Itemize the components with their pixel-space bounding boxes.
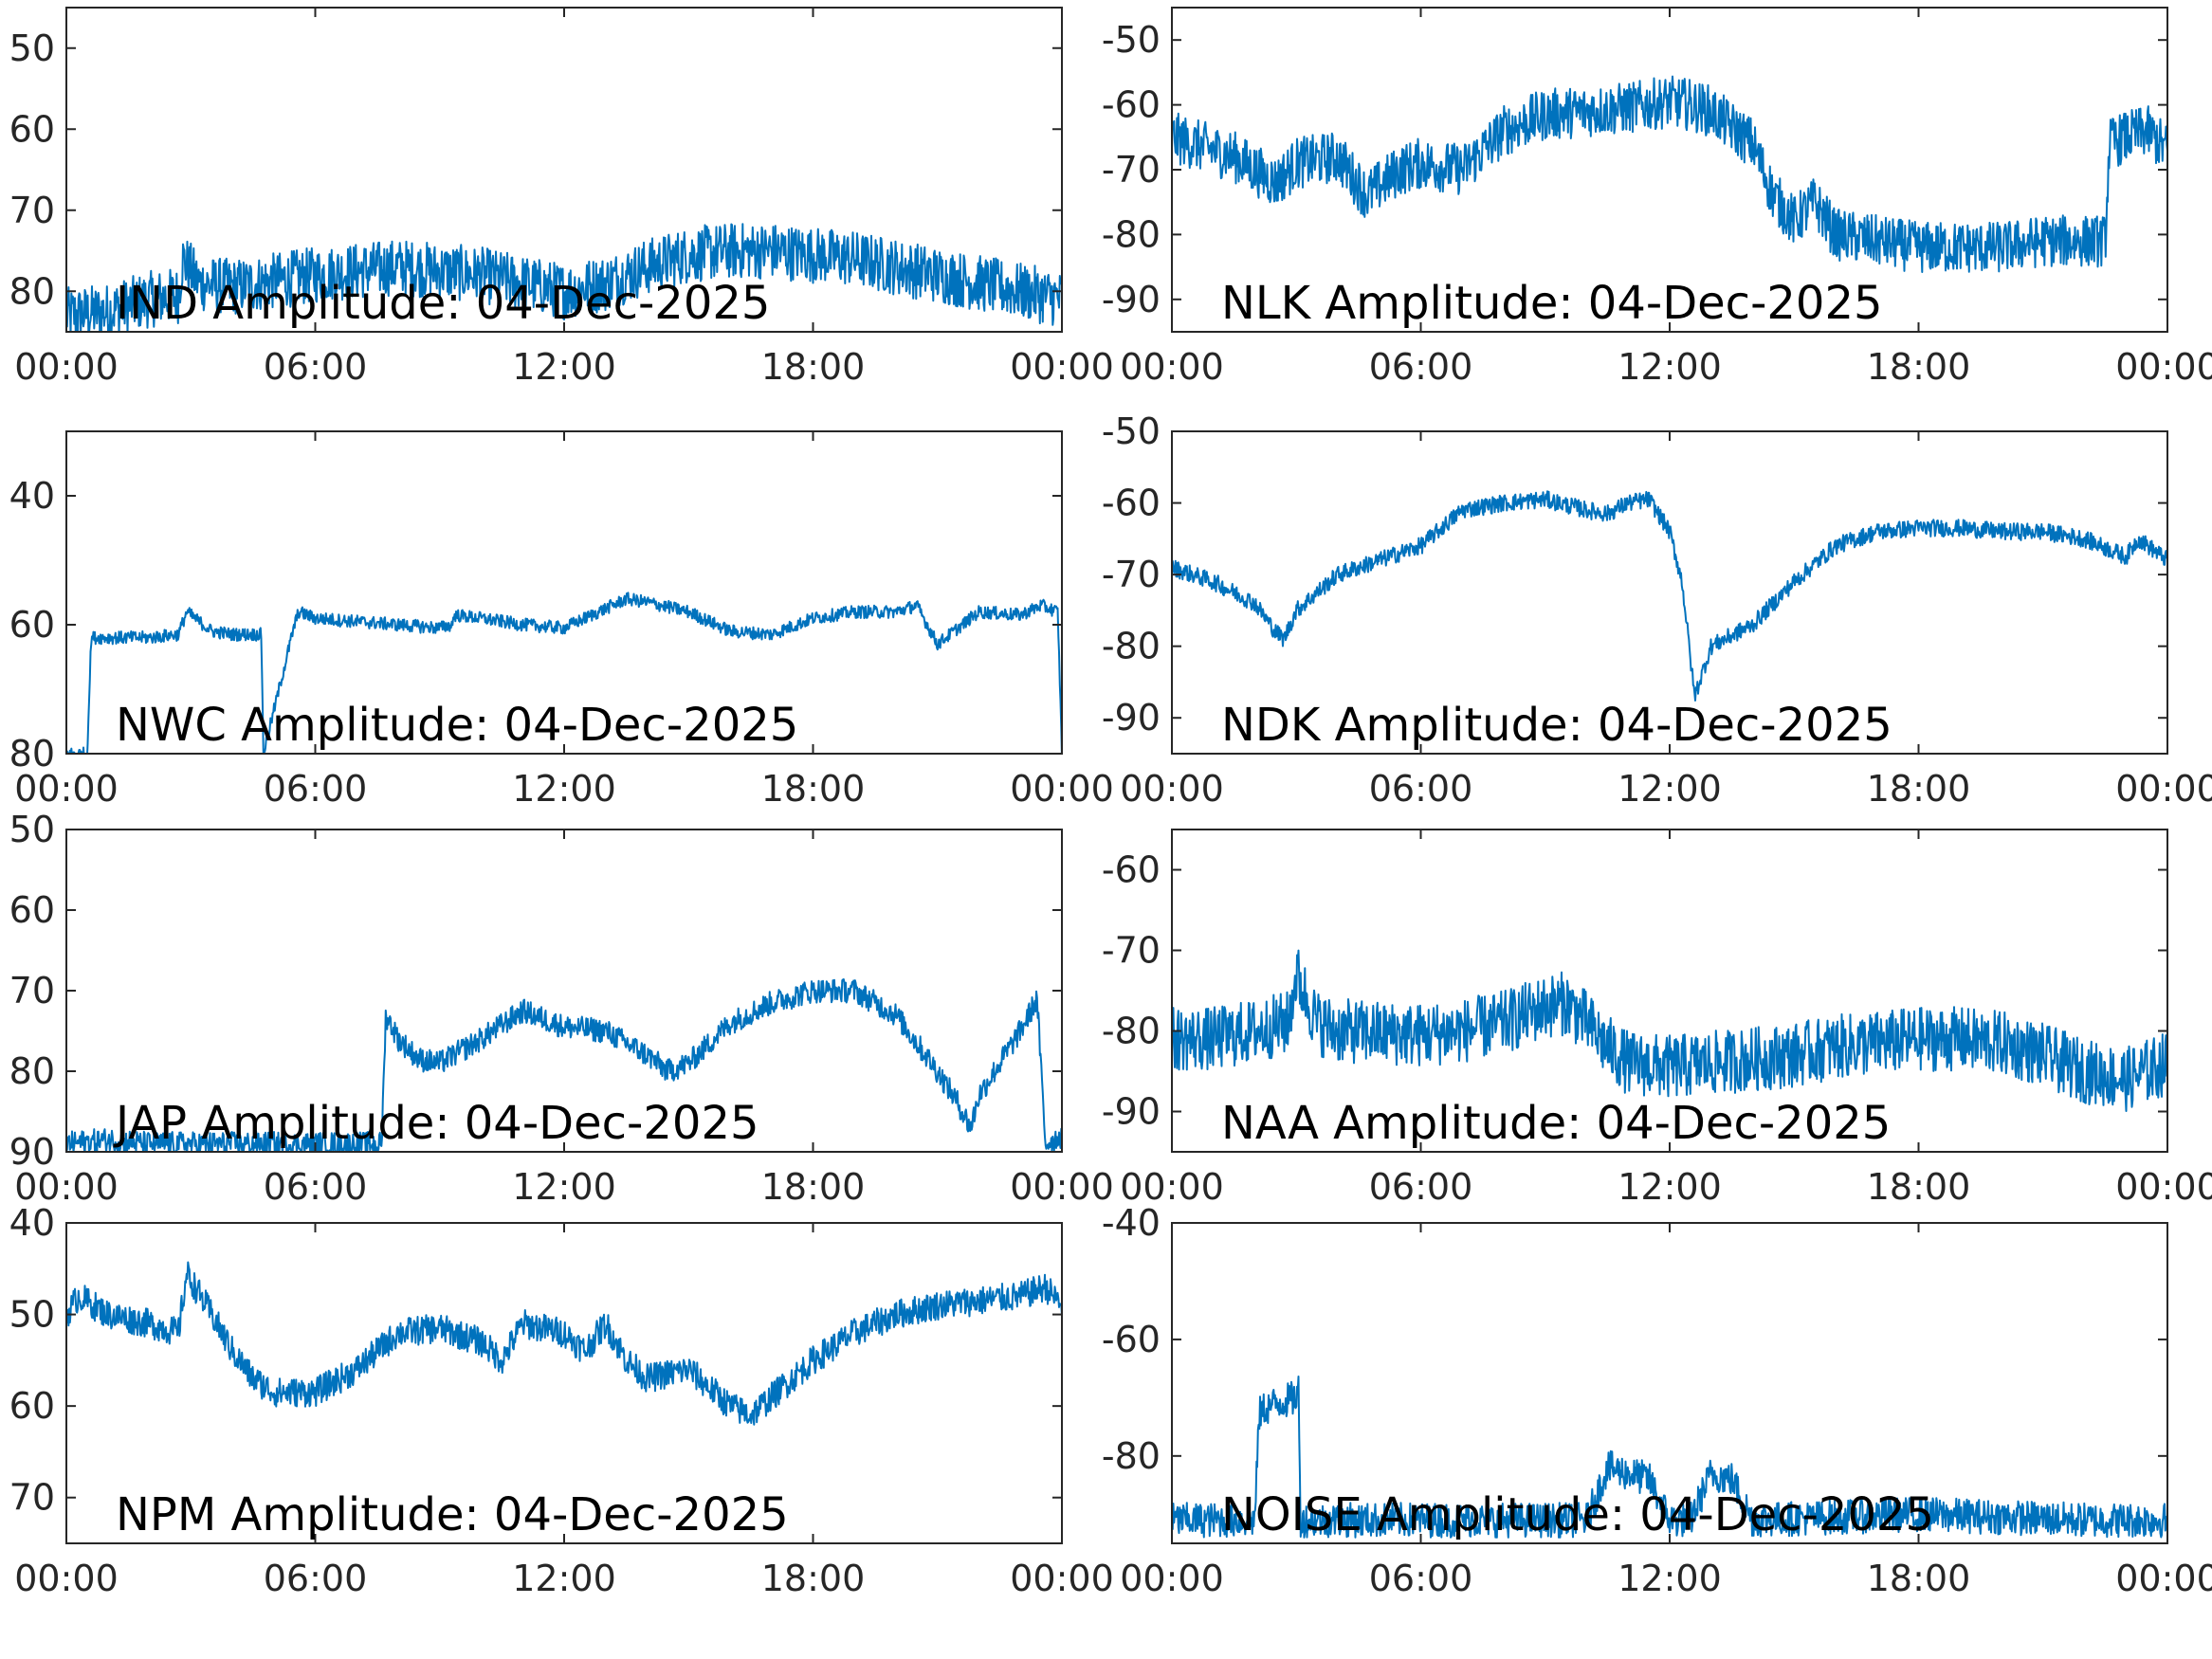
y-tick-label: 50 [9, 809, 55, 850]
series-line-jap [66, 978, 1062, 1152]
y-tick-label: 80 [9, 270, 55, 312]
x-tick-label: 00:00 [14, 768, 119, 810]
y-tick-label: 90 [9, 1131, 55, 1173]
x-tick-label: 12:00 [512, 1558, 616, 1599]
series-line-noise [1172, 1376, 2167, 1539]
panel-title: NAA Amplitude: 04-Dec-2025 [1221, 1097, 1891, 1150]
x-tick-label: 12:00 [1618, 1166, 1722, 1208]
y-tick-label: -60 [1102, 1319, 1161, 1360]
x-tick-label: 06:00 [1369, 1558, 1473, 1599]
y-tick-label: 50 [9, 1294, 55, 1336]
panel-npm: 00:00 06:00 12:00 18:00 00:00 70 60 50 40 NPM Amp… [9, 1202, 1114, 1599]
x-tick-label: 00:00 [2115, 346, 2212, 388]
x-tick-label: 00:00 [14, 346, 119, 388]
y-tick-label: -40 [1102, 1202, 1161, 1244]
panel-title: NDK Amplitude: 04-Dec-2025 [1221, 699, 1892, 752]
x-tick-label: 00:00 [2115, 1558, 2212, 1599]
x-tick-label: 18:00 [1867, 346, 1971, 388]
x-tick-label: 12:00 [512, 346, 616, 388]
panel-title: NLK Amplitude: 04-Dec-2025 [1221, 277, 1883, 330]
panel-title: JAP Amplitude: 04-Dec-2025 [113, 1097, 759, 1150]
x-tick-label: 18:00 [1867, 768, 1971, 810]
x-tick-label: 12:00 [1618, 346, 1722, 388]
x-tick-label: 06:00 [264, 346, 368, 388]
y-tick-label: 70 [9, 970, 55, 1012]
x-tick-label: 18:00 [761, 1558, 866, 1599]
x-tick-label: 12:00 [512, 768, 616, 810]
x-tick-label: 00:00 [1120, 768, 1224, 810]
series-line-ndk [1172, 490, 2167, 702]
x-tick-label: 06:00 [1369, 768, 1473, 810]
y-tick-label: -60 [1102, 483, 1161, 524]
x-tick-label: 00:00 [1120, 1166, 1224, 1208]
x-tick-label: 18:00 [761, 1166, 866, 1208]
x-tick-label: 00:00 [1120, 1558, 1224, 1599]
y-tick-label: 40 [9, 475, 55, 517]
series-line-nlk [1172, 75, 2167, 273]
x-tick-label: 06:00 [264, 1166, 368, 1208]
x-tick-label: 06:00 [1369, 1166, 1473, 1208]
x-tick-label: 00:00 [1010, 346, 1114, 388]
x-tick-label: 12:00 [1618, 768, 1722, 810]
y-tick-label: 60 [9, 604, 55, 646]
y-tick-label: -60 [1102, 84, 1161, 126]
panel-title: NWC Amplitude: 04-Dec-2025 [116, 699, 798, 752]
x-tick-label: 00:00 [1010, 768, 1114, 810]
y-tick-label: -90 [1102, 1091, 1161, 1133]
y-tick-label: -70 [1102, 554, 1161, 595]
panel-title: NPM Amplitude: 04-Dec-2025 [116, 1488, 789, 1541]
y-tick-label: -90 [1102, 697, 1161, 738]
panel-naa: 00:00 06:00 12:00 18:00 00:00 -90 -80 -70 -60 NAA… [1102, 829, 2212, 1208]
x-tick-label: 00:00 [2115, 768, 2212, 810]
y-tick-label: -80 [1102, 213, 1161, 255]
y-tick-label: -90 [1102, 279, 1161, 320]
x-tick-label: 12:00 [512, 1166, 616, 1208]
x-tick-label: 18:00 [761, 768, 866, 810]
y-tick-label: 60 [9, 889, 55, 931]
x-tick-label: 06:00 [264, 1558, 368, 1599]
y-tick-label: -50 [1102, 410, 1161, 452]
panel-ind: 00:00 06:00 12:00 18:00 00:00 80 70 60 50 IND Amp… [9, 7, 1114, 388]
panel-ndk: 00:00 06:00 12:00 18:00 00:00 -90 -80 -70 -60 -50… [1102, 410, 2212, 810]
y-tick-label: -80 [1102, 1435, 1161, 1477]
y-tick-label: -80 [1102, 626, 1161, 667]
y-tick-label: 70 [9, 190, 55, 231]
series-line-naa [1172, 949, 2167, 1112]
panel-nlk: 00:00 06:00 12:00 18:00 00:00 -90 -80 -70 -60 -50… [1102, 7, 2212, 388]
y-tick-label: 80 [9, 733, 55, 775]
x-tick-label: 06:00 [1369, 346, 1473, 388]
x-tick-label: 18:00 [1867, 1558, 1971, 1599]
y-tick-label: 50 [9, 27, 55, 69]
y-tick-label: 60 [9, 1385, 55, 1427]
x-tick-label: 12:00 [1618, 1558, 1722, 1599]
x-tick-label: 18:00 [761, 346, 866, 388]
y-tick-label: -60 [1102, 849, 1161, 891]
series-line-ind [66, 223, 1062, 332]
y-tick-label: -50 [1102, 19, 1161, 61]
y-tick-label: -70 [1102, 149, 1161, 191]
x-tick-label: 00:00 [2115, 1166, 2212, 1208]
series-line-nwc [66, 592, 1062, 754]
y-tick-label: -70 [1102, 930, 1161, 972]
y-tick-label: 40 [9, 1202, 55, 1244]
x-tick-label: 18:00 [1867, 1166, 1971, 1208]
x-tick-label: 00:00 [1010, 1166, 1114, 1208]
x-tick-label: 00:00 [1120, 346, 1224, 388]
y-tick-label: 80 [9, 1050, 55, 1092]
panel-title: IND Amplitude: 04-Dec-2025 [116, 277, 770, 330]
x-tick-label: 00:00 [14, 1558, 119, 1599]
panel-noise: 00:00 06:00 12:00 18:00 00:00 -80 -60 -40 NOISE … [1102, 1202, 2212, 1599]
y-tick-label: 70 [9, 1477, 55, 1519]
panel-title: NOISE Amplitude: 04-Dec-2025 [1221, 1488, 1934, 1541]
x-tick-label: 00:00 [14, 1166, 119, 1208]
y-tick-label: 60 [9, 108, 55, 150]
x-tick-label: 00:00 [1010, 1558, 1114, 1599]
y-tick-label: -80 [1102, 1011, 1161, 1052]
series-line-npm [66, 1261, 1062, 1426]
x-tick-label: 06:00 [264, 768, 368, 810]
